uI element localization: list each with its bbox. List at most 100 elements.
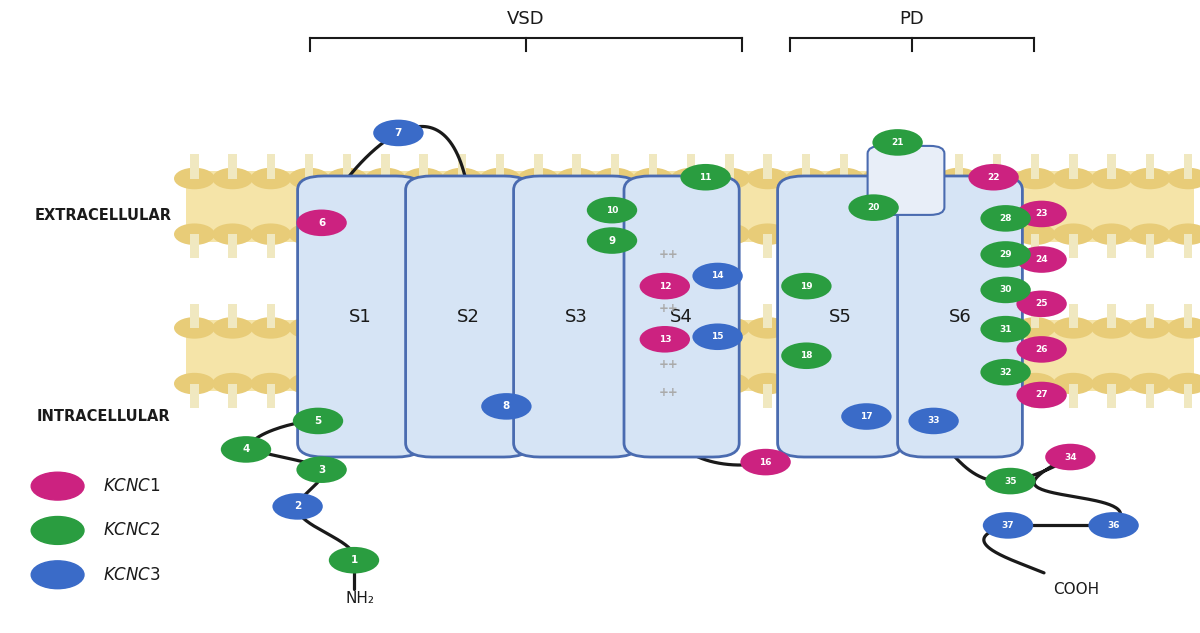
Circle shape xyxy=(296,210,347,236)
Circle shape xyxy=(1016,201,1067,227)
Bar xyxy=(954,154,962,179)
Circle shape xyxy=(786,223,827,245)
Circle shape xyxy=(442,373,482,394)
Text: 13: 13 xyxy=(659,335,671,344)
Bar xyxy=(954,304,962,328)
Text: 19: 19 xyxy=(800,282,812,291)
Circle shape xyxy=(212,317,253,339)
Circle shape xyxy=(823,223,864,245)
Bar xyxy=(457,384,466,408)
Circle shape xyxy=(786,373,827,394)
Bar xyxy=(382,154,390,179)
Bar xyxy=(420,234,428,258)
Bar xyxy=(382,234,390,258)
Bar xyxy=(686,234,696,258)
Text: COOH: COOH xyxy=(1054,582,1099,598)
Text: ++: ++ xyxy=(659,275,678,287)
Circle shape xyxy=(748,373,788,394)
Bar xyxy=(420,154,428,179)
Circle shape xyxy=(980,359,1031,385)
Circle shape xyxy=(977,223,1018,245)
Circle shape xyxy=(1091,168,1132,189)
Circle shape xyxy=(900,317,941,339)
Bar xyxy=(917,304,925,328)
Text: 15: 15 xyxy=(712,332,724,341)
Bar xyxy=(228,384,236,408)
Circle shape xyxy=(251,317,292,339)
Circle shape xyxy=(289,317,330,339)
Circle shape xyxy=(31,472,84,500)
Circle shape xyxy=(365,223,406,245)
Circle shape xyxy=(680,164,731,191)
Circle shape xyxy=(403,317,444,339)
Circle shape xyxy=(848,194,899,221)
Circle shape xyxy=(748,317,788,339)
Bar xyxy=(1069,384,1078,408)
FancyBboxPatch shape xyxy=(778,176,902,457)
Bar xyxy=(266,384,275,408)
Circle shape xyxy=(862,373,902,394)
Bar xyxy=(1183,304,1193,328)
Bar xyxy=(1108,384,1116,408)
Circle shape xyxy=(908,408,959,434)
Text: 33: 33 xyxy=(928,417,940,425)
Bar xyxy=(611,234,619,258)
Bar xyxy=(763,154,772,179)
Circle shape xyxy=(587,197,637,223)
Text: INTRACELLULAR: INTRACELLULAR xyxy=(36,409,170,424)
Circle shape xyxy=(480,373,521,394)
Bar xyxy=(802,384,810,408)
Circle shape xyxy=(403,373,444,394)
Circle shape xyxy=(174,373,215,394)
Text: 20: 20 xyxy=(868,203,880,212)
Bar xyxy=(992,384,1001,408)
Bar xyxy=(1031,304,1039,328)
Circle shape xyxy=(326,373,367,394)
Circle shape xyxy=(977,168,1018,189)
Bar xyxy=(305,154,313,179)
Text: 26: 26 xyxy=(1036,345,1048,354)
Text: 2: 2 xyxy=(294,501,301,511)
Circle shape xyxy=(692,323,743,350)
Bar xyxy=(725,154,733,179)
Text: S5: S5 xyxy=(828,308,852,325)
Circle shape xyxy=(640,273,690,299)
Bar xyxy=(954,384,962,408)
Text: 31: 31 xyxy=(1000,325,1012,334)
Text: 3: 3 xyxy=(318,465,325,475)
Circle shape xyxy=(329,547,379,573)
Text: S2: S2 xyxy=(456,308,480,325)
Text: 35: 35 xyxy=(1004,477,1016,486)
Circle shape xyxy=(786,317,827,339)
Circle shape xyxy=(365,373,406,394)
Circle shape xyxy=(31,561,84,589)
Circle shape xyxy=(1168,373,1200,394)
Circle shape xyxy=(980,277,1031,303)
Circle shape xyxy=(403,223,444,245)
Circle shape xyxy=(980,241,1031,268)
Bar xyxy=(343,304,352,328)
Bar xyxy=(1146,384,1154,408)
Circle shape xyxy=(900,373,941,394)
Bar xyxy=(1183,384,1193,408)
FancyBboxPatch shape xyxy=(514,176,638,457)
Text: $\it{KCNC1}$: $\it{KCNC1}$ xyxy=(103,477,161,495)
Text: ++: ++ xyxy=(659,248,678,261)
Circle shape xyxy=(1015,223,1056,245)
Circle shape xyxy=(1016,382,1067,408)
Bar xyxy=(1108,234,1116,258)
Bar xyxy=(572,384,581,408)
Circle shape xyxy=(938,373,979,394)
Circle shape xyxy=(823,317,864,339)
Circle shape xyxy=(1091,373,1132,394)
FancyBboxPatch shape xyxy=(406,176,530,457)
Bar xyxy=(572,154,581,179)
Circle shape xyxy=(289,168,330,189)
Text: ++: ++ xyxy=(659,386,678,399)
Circle shape xyxy=(671,317,712,339)
Bar xyxy=(649,384,658,408)
Bar xyxy=(305,234,313,258)
Circle shape xyxy=(594,317,635,339)
Circle shape xyxy=(174,317,215,339)
Bar xyxy=(1031,234,1039,258)
